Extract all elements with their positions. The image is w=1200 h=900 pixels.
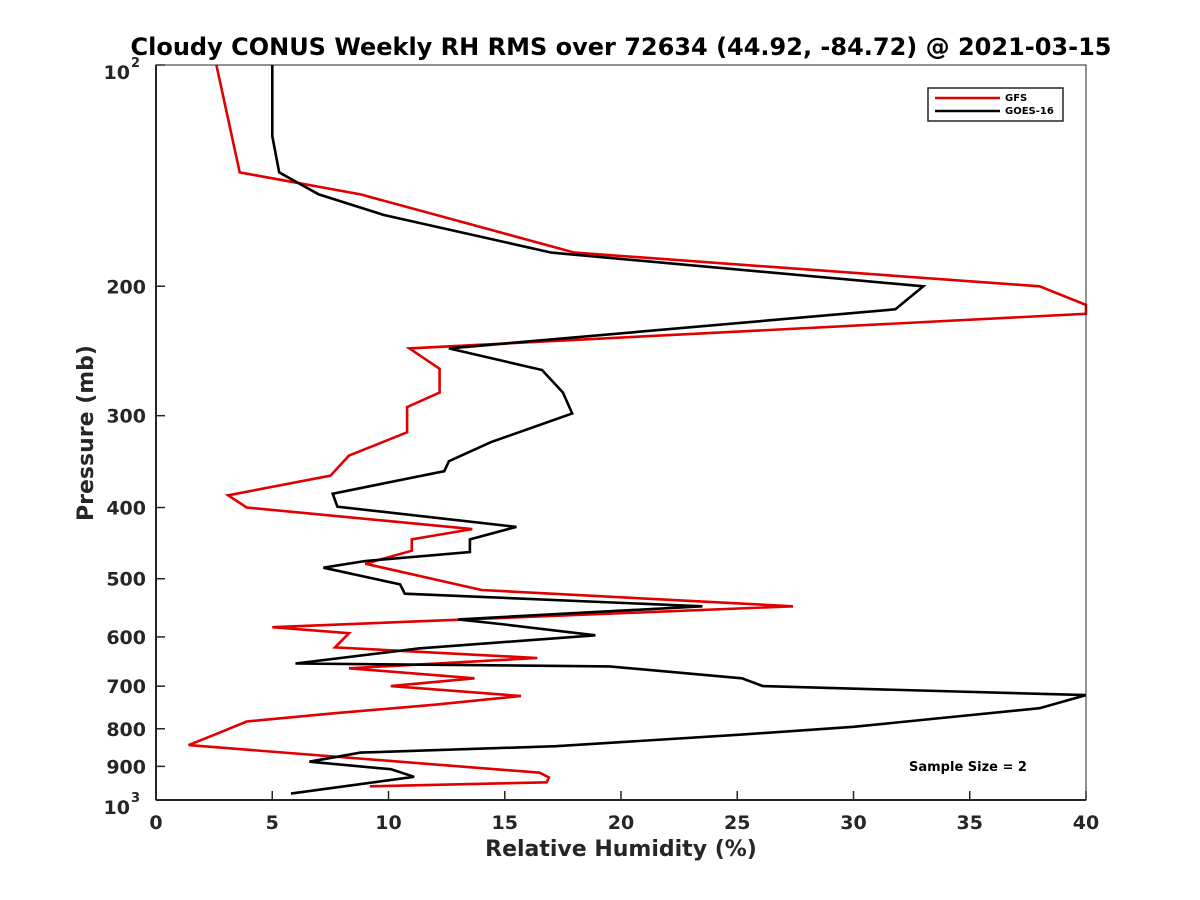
series-line-gfs	[188, 64, 1088, 788]
y-tick-label: 800	[106, 719, 146, 741]
y-tick-label: 500	[106, 569, 146, 591]
y-tick-label: 200	[106, 276, 146, 298]
y-tick-exponent: 2	[131, 56, 140, 71]
x-tick-label: 5	[266, 812, 279, 834]
x-tick-label: 0	[149, 812, 162, 834]
x-tick-label: 15	[492, 812, 518, 834]
legend-box	[927, 87, 1064, 122]
series-layer	[188, 64, 1088, 795]
x-tick-label: 40	[1073, 812, 1099, 834]
y-tick-exponent: 3	[131, 791, 140, 806]
y-axis-label: Pressure (mb)	[74, 345, 99, 521]
y-tick-label: 10	[104, 797, 130, 819]
x-tick-label: 25	[724, 812, 750, 834]
legend-label-gfs: GFS	[1005, 93, 1027, 104]
sample-size-annotation: Sample Size = 2	[909, 760, 1027, 775]
series-line-goes16	[270, 65, 1087, 795]
legend: GFS GOES-16	[927, 87, 1064, 122]
x-tick-label: 30	[840, 812, 866, 834]
y-tick-label: 900	[106, 756, 146, 778]
chart-title: Cloudy CONUS Weekly RH RMS over 72634 (4…	[131, 33, 1112, 61]
y-tick-label: 700	[106, 676, 146, 698]
y-tick-label: 10	[104, 62, 130, 84]
legend-label-goes16: GOES-16	[1005, 106, 1054, 117]
y-tick-label: 400	[106, 498, 146, 520]
y-tick-label: 600	[106, 627, 146, 649]
x-tick-label: 20	[608, 812, 634, 834]
x-tick-label: 35	[957, 812, 983, 834]
y-tick-label: 300	[106, 406, 146, 428]
x-axis-label: Relative Humidity (%)	[485, 837, 757, 862]
x-axis-ticks: 0 5 10 15 20 25 30 35 40	[149, 791, 1099, 834]
x-tick-label: 10	[375, 812, 401, 834]
